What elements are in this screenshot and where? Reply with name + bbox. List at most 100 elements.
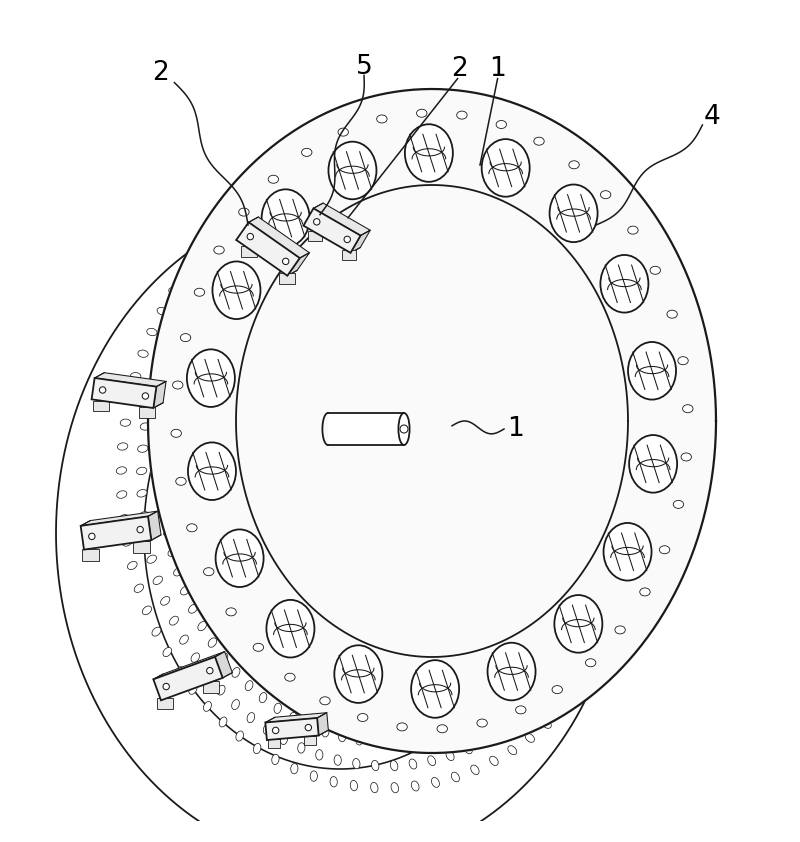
Ellipse shape — [157, 359, 167, 366]
Ellipse shape — [298, 743, 305, 753]
Ellipse shape — [255, 226, 264, 234]
Ellipse shape — [659, 546, 670, 554]
Ellipse shape — [457, 722, 465, 731]
Polygon shape — [266, 718, 318, 740]
Polygon shape — [266, 712, 327, 722]
Ellipse shape — [208, 638, 217, 647]
Ellipse shape — [390, 760, 398, 770]
Ellipse shape — [197, 283, 206, 291]
Ellipse shape — [125, 396, 135, 402]
Circle shape — [247, 233, 254, 240]
Ellipse shape — [138, 445, 148, 452]
Ellipse shape — [358, 713, 368, 722]
Ellipse shape — [118, 514, 129, 522]
Ellipse shape — [217, 685, 225, 695]
Ellipse shape — [530, 670, 539, 679]
Polygon shape — [148, 511, 161, 541]
Ellipse shape — [213, 262, 261, 319]
Ellipse shape — [266, 600, 314, 658]
Polygon shape — [328, 413, 404, 445]
Ellipse shape — [488, 706, 497, 714]
Ellipse shape — [194, 288, 205, 296]
Ellipse shape — [370, 782, 378, 792]
Polygon shape — [154, 657, 222, 701]
Ellipse shape — [409, 759, 417, 769]
Ellipse shape — [582, 638, 591, 646]
Text: 5: 5 — [356, 55, 372, 80]
Ellipse shape — [185, 301, 195, 308]
Ellipse shape — [180, 333, 190, 342]
Ellipse shape — [629, 435, 677, 493]
Text: 4: 4 — [704, 104, 720, 130]
Ellipse shape — [163, 647, 172, 657]
Circle shape — [163, 684, 170, 690]
Polygon shape — [314, 203, 370, 236]
Ellipse shape — [353, 759, 360, 769]
Ellipse shape — [344, 187, 352, 197]
Polygon shape — [134, 541, 150, 553]
Ellipse shape — [253, 643, 263, 652]
Ellipse shape — [341, 165, 349, 175]
Ellipse shape — [472, 714, 481, 723]
Ellipse shape — [411, 660, 459, 717]
Ellipse shape — [122, 538, 132, 546]
Ellipse shape — [618, 610, 629, 617]
Ellipse shape — [252, 258, 261, 266]
Polygon shape — [236, 185, 628, 657]
Ellipse shape — [116, 466, 126, 474]
Ellipse shape — [627, 588, 638, 595]
Ellipse shape — [423, 733, 431, 742]
Ellipse shape — [191, 653, 199, 663]
Ellipse shape — [188, 442, 236, 500]
Ellipse shape — [239, 237, 248, 247]
Ellipse shape — [236, 731, 243, 741]
Ellipse shape — [320, 697, 330, 705]
Ellipse shape — [187, 349, 235, 407]
Polygon shape — [304, 736, 316, 745]
Ellipse shape — [118, 443, 128, 450]
Ellipse shape — [181, 586, 190, 595]
Ellipse shape — [226, 284, 235, 292]
Ellipse shape — [591, 620, 602, 627]
Ellipse shape — [138, 512, 149, 520]
Ellipse shape — [411, 781, 419, 791]
Ellipse shape — [214, 299, 223, 306]
Ellipse shape — [219, 653, 228, 663]
Ellipse shape — [628, 342, 676, 400]
Ellipse shape — [238, 270, 248, 279]
Ellipse shape — [428, 756, 436, 765]
Ellipse shape — [470, 765, 479, 775]
Circle shape — [305, 724, 311, 731]
Ellipse shape — [678, 357, 688, 365]
Ellipse shape — [667, 310, 678, 318]
Ellipse shape — [650, 266, 661, 274]
Ellipse shape — [173, 381, 183, 389]
Text: 1: 1 — [508, 416, 524, 442]
Ellipse shape — [530, 702, 539, 711]
Ellipse shape — [140, 423, 150, 430]
Ellipse shape — [289, 205, 298, 215]
Ellipse shape — [210, 267, 220, 275]
Ellipse shape — [280, 734, 287, 744]
Ellipse shape — [322, 727, 329, 737]
Ellipse shape — [298, 227, 306, 237]
Ellipse shape — [177, 368, 187, 376]
Ellipse shape — [203, 701, 211, 711]
Ellipse shape — [406, 735, 414, 745]
Polygon shape — [350, 230, 370, 253]
Ellipse shape — [158, 468, 169, 475]
Ellipse shape — [558, 673, 567, 681]
Ellipse shape — [398, 413, 410, 445]
Ellipse shape — [224, 252, 234, 260]
Ellipse shape — [554, 595, 602, 653]
Ellipse shape — [674, 500, 684, 509]
Ellipse shape — [134, 584, 143, 593]
Polygon shape — [81, 516, 151, 550]
Ellipse shape — [180, 635, 188, 644]
Polygon shape — [303, 208, 361, 253]
Ellipse shape — [586, 670, 596, 678]
Ellipse shape — [159, 447, 170, 455]
Ellipse shape — [581, 589, 591, 597]
Ellipse shape — [262, 195, 271, 204]
Ellipse shape — [147, 555, 157, 563]
